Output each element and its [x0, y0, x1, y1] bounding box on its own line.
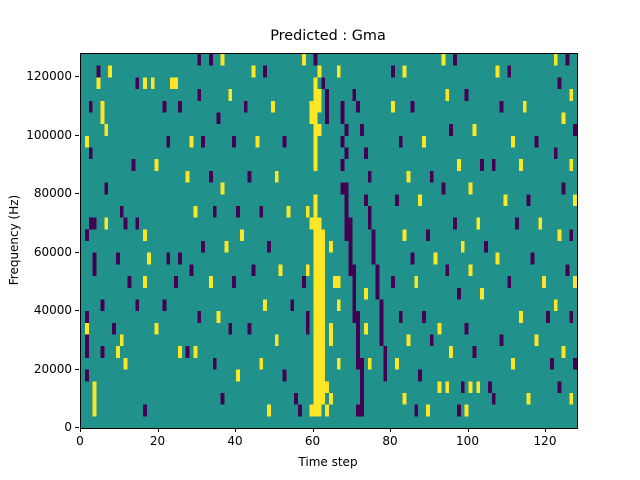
y-axis-label: Frequency (Hz)	[7, 194, 21, 286]
y-tick-mark	[75, 427, 79, 429]
chart-title: Predicted : Gma	[270, 28, 386, 44]
y-tick-mark	[75, 193, 79, 195]
x-tick-mark	[157, 428, 159, 432]
y-tick-mark	[75, 134, 79, 136]
y-tick-mark	[75, 251, 79, 253]
heatmap-image[interactable]	[81, 54, 577, 428]
x-tick-mark	[312, 428, 314, 432]
x-tick-label: 20	[149, 434, 166, 448]
y-tick-label: 120000	[26, 69, 72, 84]
x-tick-mark	[390, 428, 392, 432]
x-tick-label: 80	[382, 434, 398, 448]
y-tick-label: 60000	[33, 244, 72, 259]
x-tick-label: 40	[227, 434, 243, 448]
heatmap-plot-area[interactable]	[80, 53, 578, 429]
y-tick-label: 0	[64, 420, 72, 434]
y-tick-mark	[75, 310, 79, 312]
x-axis-label: Time step	[298, 455, 358, 469]
x-tick-label: 100	[456, 434, 479, 448]
y-tick-label: 20000	[33, 361, 72, 376]
y-tick-label: 80000	[33, 186, 72, 201]
y-tick-mark	[75, 76, 79, 78]
x-tick-label: 0	[76, 434, 84, 448]
y-tick-label: 40000	[33, 303, 72, 318]
x-tick-mark	[235, 428, 237, 432]
x-tick-label: 120	[533, 434, 557, 448]
y-tick-label: 100000	[26, 127, 72, 142]
y-tick-mark	[75, 368, 79, 370]
x-tick-mark	[545, 428, 547, 432]
x-tick-label: 60	[304, 434, 321, 448]
x-tick-mark	[80, 428, 82, 432]
x-tick-mark	[467, 428, 469, 432]
